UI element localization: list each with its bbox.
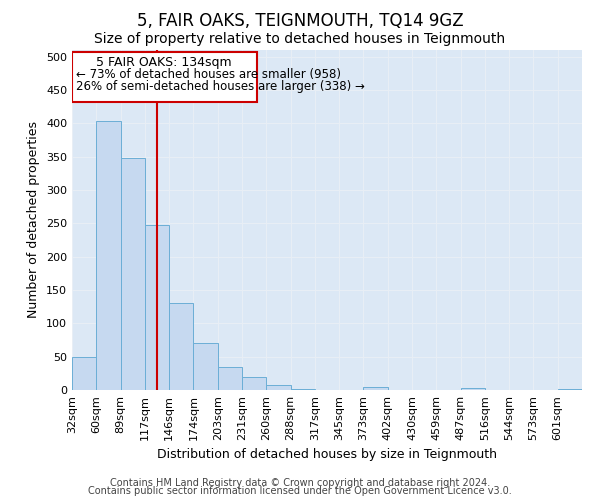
FancyBboxPatch shape bbox=[72, 52, 257, 102]
Bar bbox=[364, 386, 388, 390]
Bar bbox=[96, 122, 121, 390]
Bar bbox=[218, 366, 242, 390]
Bar bbox=[558, 388, 582, 390]
Bar bbox=[145, 226, 169, 390]
Text: 26% of semi-detached houses are larger (338) →: 26% of semi-detached houses are larger (… bbox=[76, 80, 365, 93]
Bar bbox=[72, 356, 96, 390]
Bar bbox=[169, 304, 193, 390]
Text: Size of property relative to detached houses in Teignmouth: Size of property relative to detached ho… bbox=[94, 32, 506, 46]
Bar bbox=[121, 158, 145, 390]
Text: 5, FAIR OAKS, TEIGNMOUTH, TQ14 9GZ: 5, FAIR OAKS, TEIGNMOUTH, TQ14 9GZ bbox=[137, 12, 463, 30]
X-axis label: Distribution of detached houses by size in Teignmouth: Distribution of detached houses by size … bbox=[157, 448, 497, 462]
Y-axis label: Number of detached properties: Number of detached properties bbox=[28, 122, 40, 318]
Bar bbox=[290, 388, 315, 390]
Bar bbox=[193, 344, 218, 390]
Text: 5 FAIR OAKS: 134sqm: 5 FAIR OAKS: 134sqm bbox=[97, 56, 232, 69]
Text: ← 73% of detached houses are smaller (958): ← 73% of detached houses are smaller (95… bbox=[76, 68, 341, 81]
Text: Contains public sector information licensed under the Open Government Licence v3: Contains public sector information licen… bbox=[88, 486, 512, 496]
Bar bbox=[266, 386, 290, 390]
Bar bbox=[242, 376, 266, 390]
Text: Contains HM Land Registry data © Crown copyright and database right 2024.: Contains HM Land Registry data © Crown c… bbox=[110, 478, 490, 488]
Bar bbox=[461, 388, 485, 390]
